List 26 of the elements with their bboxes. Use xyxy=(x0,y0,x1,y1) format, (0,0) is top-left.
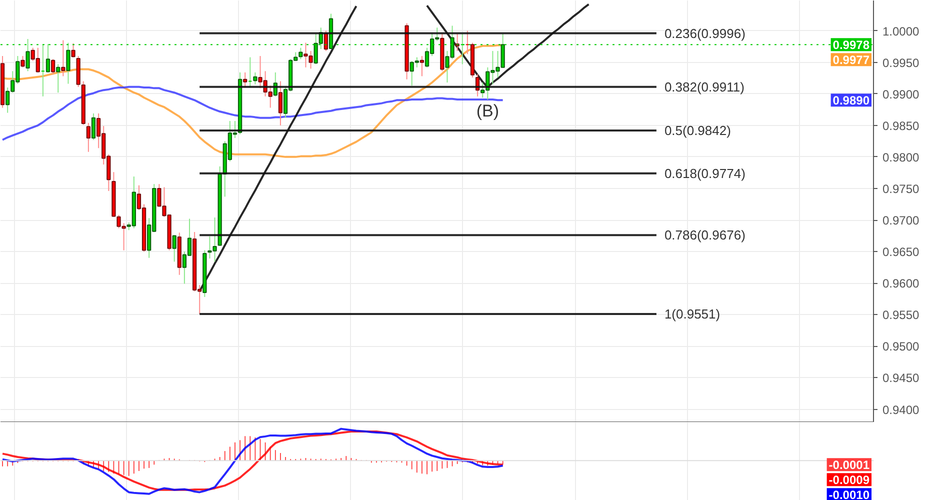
y-tick-label: 0.9600 xyxy=(882,276,920,291)
ref-line-label: 0.786(0.9676) xyxy=(664,228,746,243)
text: -0.0001 xyxy=(828,458,870,472)
text: 0.9977 xyxy=(832,53,870,68)
ref-line-label: 0.9978 xyxy=(832,38,870,52)
y-tick-label: 0.9950 xyxy=(882,56,920,70)
y-tick-label: 0.9500 xyxy=(882,340,920,354)
ref-line-label: 0.618(0.9774) xyxy=(664,166,746,181)
text: 0.9890 xyxy=(832,94,870,108)
data-label: (B) xyxy=(476,101,499,120)
y-tick-label: 0.9900 xyxy=(882,87,920,102)
y-tick-label: 0.9750 xyxy=(882,182,920,196)
y-tick-label: 0.9700 xyxy=(882,214,920,228)
ref-line-label: 1(0.9551) xyxy=(664,306,720,322)
y-tick-label: 0.9400 xyxy=(882,402,920,417)
y-tick-label: 0.9450 xyxy=(882,371,920,386)
y-tick-label: 0.9800 xyxy=(882,150,920,164)
ref-line-label: 0.382(0.9911) xyxy=(664,79,744,94)
text: -0.0010 xyxy=(828,488,870,500)
y-tick-label: 0.9850 xyxy=(882,118,920,133)
y-tick-label: 0.9550 xyxy=(882,308,920,322)
y-tick-label: 0.9650 xyxy=(882,245,920,260)
text: -0.0009 xyxy=(828,473,870,488)
y-tick-label: 1.0000 xyxy=(882,24,920,38)
ref-line-label: 0.5(0.9842) xyxy=(664,122,731,138)
ref-line-label: 0.236(0.9996) xyxy=(664,26,746,41)
